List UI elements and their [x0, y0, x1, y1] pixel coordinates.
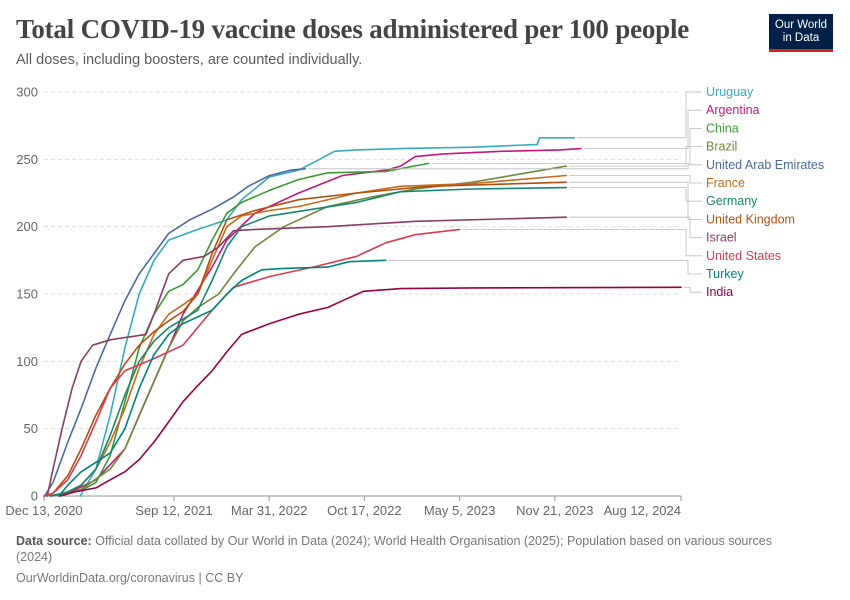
legend-label-france: France [706, 176, 745, 190]
legend-label-india: India [706, 285, 733, 299]
our-world-in-data-logo[interactable]: Our World in Data [769, 14, 833, 52]
source-url-link[interactable]: OurWorldinData.org/coronavirus [16, 571, 196, 585]
series-line-india [59, 286, 682, 497]
legend-label-united-kingdom: United Kingdom [706, 212, 795, 226]
legend-label-israel: Israel [706, 231, 737, 245]
series-line-brazil [59, 165, 568, 497]
x-tick-label: Aug 12, 2024 [604, 503, 681, 518]
x-tick-label: Oct 17, 2022 [327, 503, 401, 518]
series-line-uruguay [79, 137, 576, 497]
legend-connector-united-states [462, 229, 702, 257]
x-tick-label: Dec 13, 2020 [5, 503, 82, 518]
credit-line: OurWorldinData.org/coronavirus | CC BY [16, 570, 806, 586]
legend-label-brazil: Brazil [706, 140, 737, 154]
logo-line-1: Our World [774, 19, 828, 31]
y-tick-label: 250 [16, 152, 38, 167]
y-tick-label: 0 [31, 489, 38, 504]
legend-connector-india [684, 286, 702, 293]
legend-connector-united-arab-emirates [308, 164, 702, 170]
logo-line-2: in Data [782, 32, 820, 44]
legend-label-united-states: United States [706, 249, 781, 263]
legend-label-united-arab-emirates: United Arab Emirates [706, 158, 824, 172]
x-tick-label: Mar 31, 2022 [231, 503, 308, 518]
legend-connector-france [569, 175, 702, 184]
line-chart: 0 50 100 150 200 250 300 Dec 13, 2020 Sep 12, 20… [5, 85, 824, 519]
credit-separator: | [198, 571, 202, 585]
series-line-united-arab-emirates [43, 168, 307, 497]
legend-connector-brazil [569, 146, 702, 167]
y-tick-label: 200 [16, 219, 38, 234]
y-tick-label: 300 [16, 85, 38, 100]
license-link[interactable]: CC BY [205, 571, 244, 585]
legend-connector-israel [569, 216, 702, 238]
series-line-united-kingdom [43, 181, 568, 497]
x-tick-label: Nov 21, 2023 [516, 503, 593, 518]
legend-connector-uruguay [577, 91, 702, 139]
series-line-germany [49, 186, 568, 497]
y-tick-label: 150 [16, 287, 38, 302]
legend-connector-united-kingdom [569, 181, 702, 220]
legend-label-turkey: Turkey [706, 267, 744, 281]
data-source-note: Data source: Official data collated by O… [16, 533, 806, 565]
x-tick-label: May 5, 2023 [424, 503, 496, 518]
y-tick-label: 50 [24, 421, 38, 436]
y-tick-label: 100 [16, 354, 38, 369]
series-line-israel [46, 216, 568, 497]
legend-connector-germany [569, 187, 702, 202]
data-source-text: Official data collated by Our World in D… [16, 534, 772, 564]
legend-connector-turkey [388, 259, 702, 275]
x-tick-label: Sep 12, 2021 [135, 503, 212, 518]
legend-label-argentina: Argentina [706, 103, 760, 117]
chart-subtitle: All doses, including boosters, are count… [16, 52, 363, 68]
legend-label-uruguay: Uruguay [706, 85, 754, 99]
series-line-turkey [58, 259, 387, 497]
legend-label-china: China [706, 121, 739, 135]
legend-connector-argentina [584, 109, 702, 149]
legend-label-germany: Germany [706, 194, 758, 208]
data-source-label: Data source: [16, 534, 92, 548]
series-line-united-states [43, 228, 461, 497]
legend-connector-china [431, 128, 702, 164]
chart-title: Total COVID-19 vaccine doses administere… [16, 14, 690, 44]
